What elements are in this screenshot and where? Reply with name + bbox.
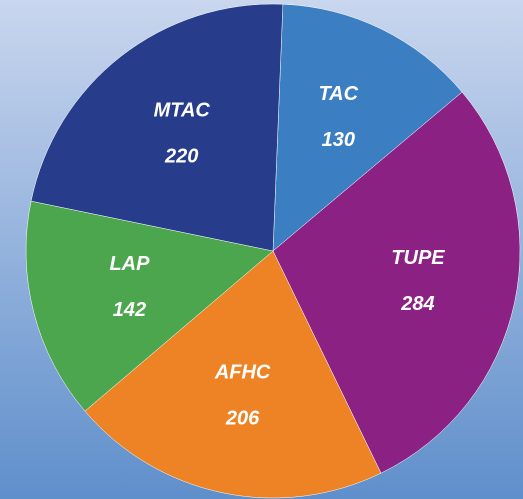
slice-value: 130 — [322, 129, 355, 151]
pie-slice — [30, 3, 284, 252]
pie-slice — [84, 250, 382, 499]
slice-value: 220 — [164, 146, 198, 168]
slice-value: 284 — [400, 293, 434, 315]
slice-value: 142 — [113, 299, 146, 321]
slice-value: 206 — [225, 407, 260, 429]
slice-label: LAP — [109, 253, 150, 275]
slice-label: AFHC — [214, 361, 271, 383]
pie-slice — [272, 3, 463, 252]
slice-label: TAC — [318, 83, 358, 105]
slice-label: MTAC — [154, 100, 211, 122]
pie-slice — [25, 200, 274, 412]
slice-label: TUPE — [391, 247, 445, 269]
